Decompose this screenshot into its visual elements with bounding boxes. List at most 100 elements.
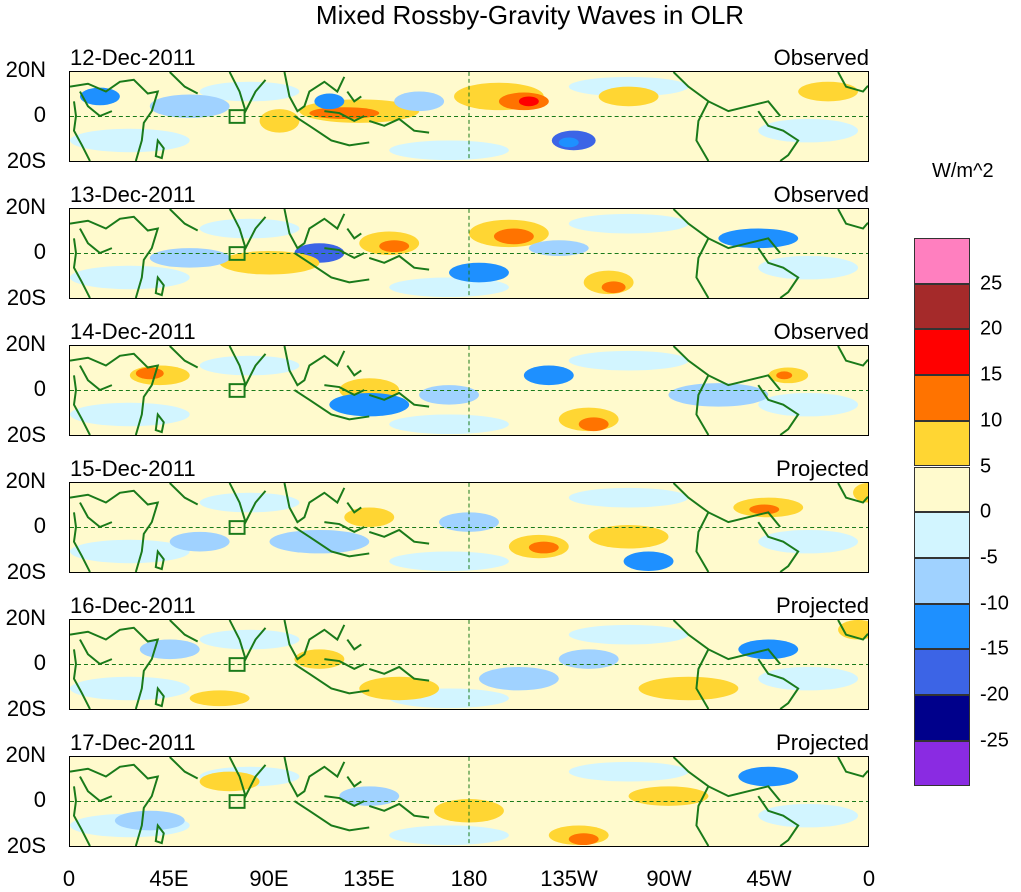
anomaly-contour [199,355,300,376]
anomaly-contour [558,649,619,669]
lon-label: 180 [450,866,488,891]
anomaly-contour [149,248,230,268]
map-panel [69,756,869,847]
anomaly-contour [798,81,859,102]
anomaly-contour [558,137,579,148]
anomaly-contour [70,676,190,701]
anomaly-contour [309,107,380,119]
panel-date: 12-Dec-2011 [70,45,196,70]
map-panel [69,619,869,710]
anomaly-contour [776,371,793,380]
anomaly-contour [623,551,674,572]
anomaly-contour [344,507,395,528]
anomaly-contour [169,531,230,552]
map-panel [69,345,869,436]
olr-anomaly-map [70,346,868,435]
anomaly-contour [758,803,859,828]
panel-date: 14-Dec-2011 [70,319,196,344]
lon-label: 45W [746,866,792,891]
panel-date: 15-Dec-2011 [70,456,196,481]
lat-label: 0 [33,376,46,401]
lat-label: 20S [6,559,46,584]
map-panel [69,208,869,299]
colorbar-tick-label: 10 [980,409,1003,432]
lat-label: 0 [33,787,46,812]
panel-type: Observed [773,319,869,344]
lon-label: 135E [343,866,395,891]
panel-type: Projected [776,456,869,481]
olr-anomaly-map [70,620,868,709]
anomaly-contour [853,483,868,503]
anomaly-contour [199,218,300,239]
olr-anomaly-map [70,209,868,298]
anomaly-contour [70,265,190,290]
anomaly-contour [389,551,509,572]
colorbar-tick-label: -10 [980,592,1009,615]
anomaly-contour [568,213,689,234]
colorbar-bin [914,375,970,421]
anomaly-contour [449,262,509,283]
colorbar-bin [914,466,970,513]
anomaly-contour [314,93,345,110]
colorbar-tick-label: -20 [980,683,1009,706]
anomaly-contour [135,367,164,380]
anomaly-contour [718,228,799,249]
anomaly-contour [269,529,370,554]
lat-label: 0 [33,650,46,675]
lat-label: 0 [33,102,46,127]
anomaly-contour [638,676,739,701]
anomaly-contour [528,240,589,256]
anomaly-contour [568,624,689,645]
lat-label: 0 [33,513,46,538]
anomaly-contour [528,541,559,554]
anomaly-contour [749,504,780,515]
lat-label: 20N [5,194,46,219]
lat-label: 20N [5,57,46,82]
colorbar-bin [914,329,970,376]
lon-label: 90W [646,866,692,891]
colorbar-unit-label: W/m^2 [932,160,994,182]
lat-label: 20N [5,468,46,493]
map-panel [69,71,869,162]
lon-label: 0 [862,866,876,891]
anomaly-contour [588,525,669,549]
colorbar-bin [914,603,970,650]
anomaly-contour [439,512,499,532]
lat-label: 20S [6,696,46,721]
lat-label: 20S [6,148,46,173]
lat-label: 0 [33,239,46,264]
anomaly-contour [758,255,859,280]
anomaly-contour [199,81,300,102]
anomaly-contour [294,649,345,669]
colorbar-tick-label: -15 [980,637,1009,660]
anomaly-contour [578,417,609,432]
lat-label: 20S [6,285,46,310]
anomaly-contour [568,833,599,846]
colorbar-bin [914,512,970,558]
lat-label: 20S [6,422,46,447]
lat-label: 20N [5,742,46,767]
colorbar-tick-label: 5 [980,455,992,477]
olr-anomaly-map [70,483,868,572]
colorbar-bin [914,557,970,604]
colorbar-tick-label: 0 [980,500,992,523]
colorbar-tick-label: -25 [980,729,1009,752]
anomaly-contour [668,383,769,407]
anomaly-contour [189,690,250,707]
figure-title: Mixed Rossby-Gravity Waves in OLR [315,0,745,30]
anomaly-contour [339,786,400,806]
anomaly-contour [758,666,859,691]
olr-anomaly-map [70,757,868,846]
anomaly-contour [758,392,859,417]
lon-label: 45E [149,866,189,891]
anomaly-contour [359,676,440,701]
anomaly-contour [598,86,659,107]
panel-date: 16-Dec-2011 [70,593,196,618]
anomaly-contour [79,87,120,106]
anomaly-contour [259,109,300,133]
anomaly-contour [568,487,689,508]
colorbar-bin [914,695,970,741]
lon-label: 135W [540,866,598,891]
anomaly-contour [758,529,859,554]
olr-anomaly-map [70,72,868,161]
